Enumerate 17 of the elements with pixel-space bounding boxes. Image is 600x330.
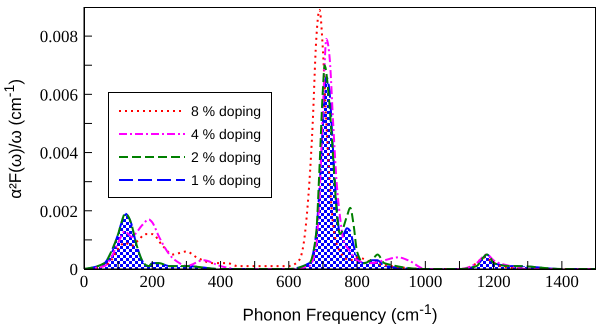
y-tick-label: 0 [70,260,78,280]
x-tick-label: 1200 [476,272,511,292]
x-tick-label: 200 [140,272,166,292]
legend-label: 8 % doping [191,102,262,118]
y-tick-label: 0.006 [40,85,78,104]
x-tick-label: 800 [344,272,370,292]
x-tick-label: 1400 [544,272,579,292]
y-tick-label: 0.002 [40,202,78,221]
x-tick-label: 400 [208,272,234,292]
x-axis-title: Phonon Frequency (cm$^{-1}$) [242,302,438,326]
legend-label: 1 % doping [191,172,262,188]
x-tick-label: 600 [276,272,302,292]
y-tick-label: 0.008 [40,27,78,46]
y-tick-label: 0.004 [40,144,78,163]
legend-label: 4 % doping [191,126,262,142]
legend-label: 2 % doping [191,148,262,164]
x-tick-label: 1000 [408,272,442,292]
